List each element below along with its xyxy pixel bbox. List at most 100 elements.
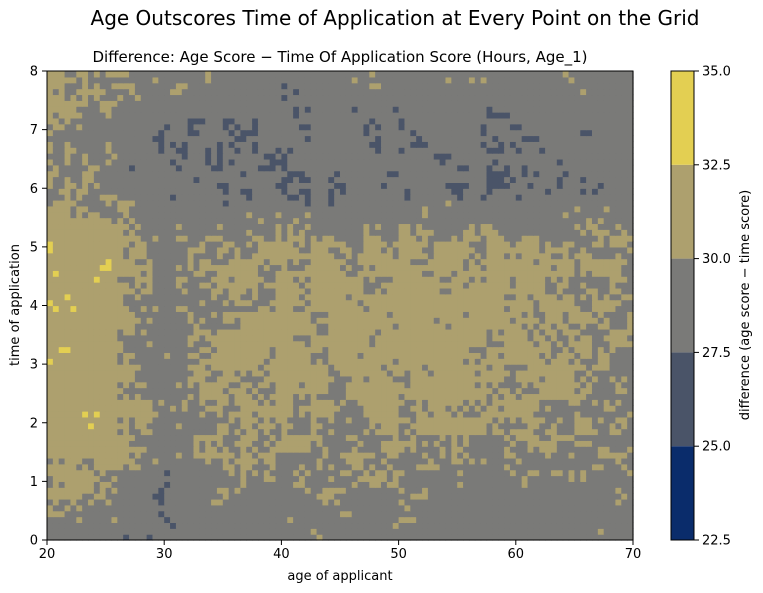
contour-cell — [129, 498, 136, 506]
contour-cell — [334, 311, 341, 318]
contour-cell — [164, 434, 171, 441]
contour-cell — [603, 393, 611, 400]
contour-cell — [416, 534, 423, 541]
contour-cell — [228, 434, 236, 441]
contour-cell — [322, 311, 329, 318]
contour-cell — [539, 516, 546, 524]
contour-cell — [117, 416, 124, 424]
contour-cell — [492, 352, 499, 359]
contour-cell — [328, 258, 335, 266]
contour-cell — [199, 358, 206, 365]
contour-cell — [539, 446, 546, 453]
contour-cell — [146, 293, 154, 301]
contour-cell — [433, 287, 441, 295]
contour-cell — [47, 246, 54, 254]
contour-cell — [404, 516, 411, 524]
contour-cell — [123, 387, 130, 395]
contour-cell — [328, 317, 335, 324]
contour-cell — [492, 405, 499, 412]
contour-cell — [463, 387, 470, 395]
contour-cell — [275, 405, 282, 412]
contour-cell — [381, 522, 388, 529]
contour-cell — [70, 399, 77, 406]
contour-cell — [93, 434, 101, 441]
contour-cell — [381, 475, 388, 482]
contour-cell — [381, 411, 388, 418]
contour-cell — [515, 270, 523, 277]
contour-cell — [603, 405, 611, 412]
contour-cell — [603, 422, 611, 430]
contour-cell — [175, 487, 183, 494]
contour-cell — [234, 504, 241, 512]
contour-cell — [463, 375, 470, 383]
contour-cell — [164, 416, 171, 424]
contour-cell — [234, 405, 241, 412]
contour-cell — [134, 270, 142, 277]
contour-cell — [386, 498, 394, 506]
contour-cell — [416, 393, 423, 400]
contour-cell — [498, 405, 505, 412]
contour-cell — [117, 411, 124, 418]
contour-cell — [93, 311, 101, 318]
contour-cell — [64, 522, 72, 529]
contour-cell — [357, 276, 365, 283]
contour-cell — [480, 469, 488, 477]
contour-cell — [246, 340, 253, 348]
contour-cell — [257, 422, 265, 430]
contour-cell — [369, 346, 376, 353]
contour-cell — [468, 469, 476, 477]
contour-cell — [445, 452, 452, 459]
contour-cell — [404, 334, 411, 342]
contour-cell — [199, 340, 206, 348]
contour-cell — [82, 481, 89, 488]
contour-cell — [340, 264, 347, 271]
contour-cell — [88, 469, 95, 477]
contour-cell — [293, 299, 300, 307]
contour-cell — [205, 487, 212, 494]
contour-cell — [105, 405, 113, 412]
contour-cell — [486, 405, 493, 412]
contour-cell — [134, 317, 142, 324]
contour-cell — [322, 481, 329, 488]
contour-cell — [527, 381, 534, 389]
contour-cell — [88, 411, 95, 418]
contour-cell — [468, 405, 476, 412]
contour-cell — [140, 493, 148, 500]
contour-cell — [504, 264, 511, 271]
contour-cell — [457, 452, 464, 459]
contour-cell — [410, 369, 417, 377]
contour-cell — [304, 498, 312, 506]
contour-cell — [457, 399, 464, 406]
contour-cell — [252, 534, 259, 541]
contour-cell — [246, 323, 253, 330]
contour-cell — [252, 411, 259, 418]
contour-cell — [334, 463, 341, 471]
contour-cell — [269, 246, 277, 254]
contour-cell — [310, 328, 318, 336]
contour-cell — [480, 504, 488, 512]
contour-cell — [304, 252, 312, 260]
contour-cell — [199, 299, 206, 307]
contour-cell — [340, 358, 347, 365]
contour-cell — [334, 428, 341, 436]
contour-cell — [422, 317, 429, 324]
contour-cell — [146, 258, 154, 266]
contour-cell — [328, 375, 335, 383]
contour-cell — [52, 528, 60, 535]
contour-cell — [293, 358, 300, 365]
contour-cell — [580, 352, 587, 359]
contour-cell — [129, 340, 136, 348]
contour-cell — [263, 299, 271, 307]
contour-cell — [609, 416, 617, 424]
contour-cell — [398, 276, 406, 283]
contour-cell — [234, 276, 241, 283]
contour-cell — [269, 358, 277, 365]
contour-cell — [269, 405, 277, 412]
contour-cell — [140, 264, 148, 271]
contour-cell — [123, 440, 130, 447]
contour-cell — [615, 311, 622, 318]
contour-cell — [627, 416, 634, 424]
contour-cell — [322, 487, 329, 494]
contour-cell — [504, 246, 511, 254]
contour-cell — [99, 317, 107, 324]
